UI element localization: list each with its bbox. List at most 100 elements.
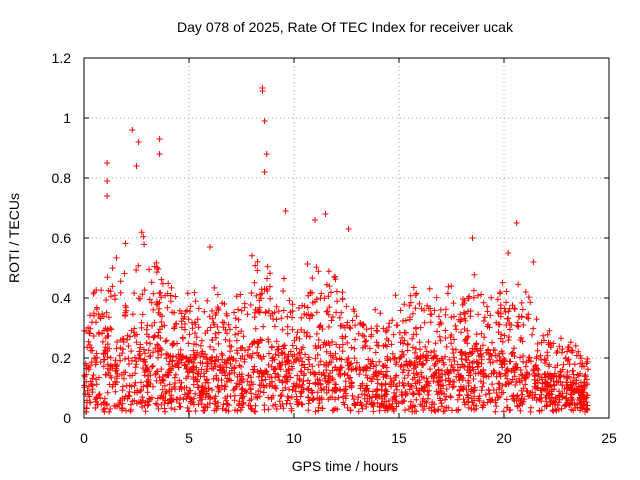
data-point xyxy=(128,383,135,390)
data-point xyxy=(284,393,291,400)
data-point xyxy=(267,295,274,302)
data-point xyxy=(390,406,397,413)
data-point xyxy=(475,292,481,299)
data-point xyxy=(389,317,396,324)
data-point xyxy=(533,316,540,323)
data-point xyxy=(121,395,128,402)
data-point xyxy=(202,330,209,337)
data-point xyxy=(475,353,482,359)
data-point xyxy=(404,341,411,348)
data-point xyxy=(94,401,101,408)
data-point xyxy=(525,311,532,318)
data-point xyxy=(84,344,91,351)
data-point xyxy=(213,372,220,379)
data-point xyxy=(401,382,408,389)
data-point xyxy=(355,394,362,401)
data-point xyxy=(517,354,523,361)
data-point xyxy=(329,352,336,359)
data-point xyxy=(376,407,383,414)
data-point xyxy=(287,348,294,355)
data-point xyxy=(121,270,128,277)
data-point xyxy=(254,258,261,265)
data-point xyxy=(478,291,485,298)
data-point xyxy=(382,404,389,411)
data-point xyxy=(428,349,434,356)
data-point xyxy=(359,391,365,398)
data-point xyxy=(157,311,164,318)
data-point xyxy=(541,403,548,410)
data-point xyxy=(577,401,583,407)
data-point xyxy=(91,289,98,296)
data-point xyxy=(143,339,150,346)
data-point xyxy=(441,361,447,368)
data-point xyxy=(92,396,99,403)
data-point xyxy=(465,404,472,411)
x-tick-label: 0 xyxy=(80,430,88,446)
data-point xyxy=(584,356,591,362)
data-point xyxy=(154,395,161,402)
data-point xyxy=(370,408,377,415)
data-point xyxy=(439,355,446,362)
data-point xyxy=(88,359,95,366)
data-point xyxy=(117,289,124,296)
data-point xyxy=(312,217,318,223)
data-point xyxy=(152,400,159,407)
data-point xyxy=(450,383,457,390)
data-point xyxy=(317,358,324,365)
data-point xyxy=(122,302,129,309)
data-point xyxy=(318,387,325,394)
data-point xyxy=(367,365,373,372)
data-point xyxy=(534,385,541,392)
data-point xyxy=(344,356,351,363)
data-point xyxy=(513,220,520,226)
data-point xyxy=(141,241,148,248)
data-point xyxy=(168,367,175,374)
data-point xyxy=(236,362,243,369)
data-point xyxy=(413,396,420,403)
data-point xyxy=(178,386,185,393)
data-point xyxy=(338,309,345,316)
data-point xyxy=(473,341,480,348)
data-point xyxy=(166,388,173,395)
data-point xyxy=(534,340,541,347)
data-point xyxy=(297,393,304,400)
data-point xyxy=(297,388,304,395)
data-point xyxy=(564,357,571,364)
data-point xyxy=(212,400,219,407)
data-point xyxy=(360,366,367,372)
data-point xyxy=(174,396,181,403)
data-point xyxy=(169,363,176,370)
data-point xyxy=(278,349,285,356)
data-point xyxy=(120,346,126,353)
data-point xyxy=(389,400,396,407)
data-point xyxy=(374,380,381,387)
data-point xyxy=(405,406,412,413)
data-point xyxy=(344,339,351,346)
data-point xyxy=(150,290,157,297)
data-point xyxy=(145,333,152,340)
data-point xyxy=(201,308,208,315)
data-point xyxy=(342,383,349,390)
data-point xyxy=(518,399,525,406)
data-point xyxy=(572,342,579,349)
data-point xyxy=(433,294,440,301)
x-tick-label: 20 xyxy=(496,430,512,446)
data-point xyxy=(197,353,204,359)
data-point xyxy=(337,364,344,371)
data-point xyxy=(426,285,433,292)
y-tick-label: 0.4 xyxy=(52,290,72,306)
data-point xyxy=(321,295,328,302)
data-point xyxy=(454,367,461,374)
data-point xyxy=(475,395,482,402)
data-point xyxy=(324,308,331,315)
data-point xyxy=(541,371,548,378)
data-point xyxy=(424,302,431,309)
data-point xyxy=(481,334,488,341)
data-point xyxy=(92,405,99,411)
data-point xyxy=(288,407,295,414)
data-point xyxy=(269,310,276,317)
data-point xyxy=(246,343,253,350)
data-point xyxy=(388,341,395,348)
data-point xyxy=(496,393,503,400)
data-point xyxy=(240,393,247,400)
